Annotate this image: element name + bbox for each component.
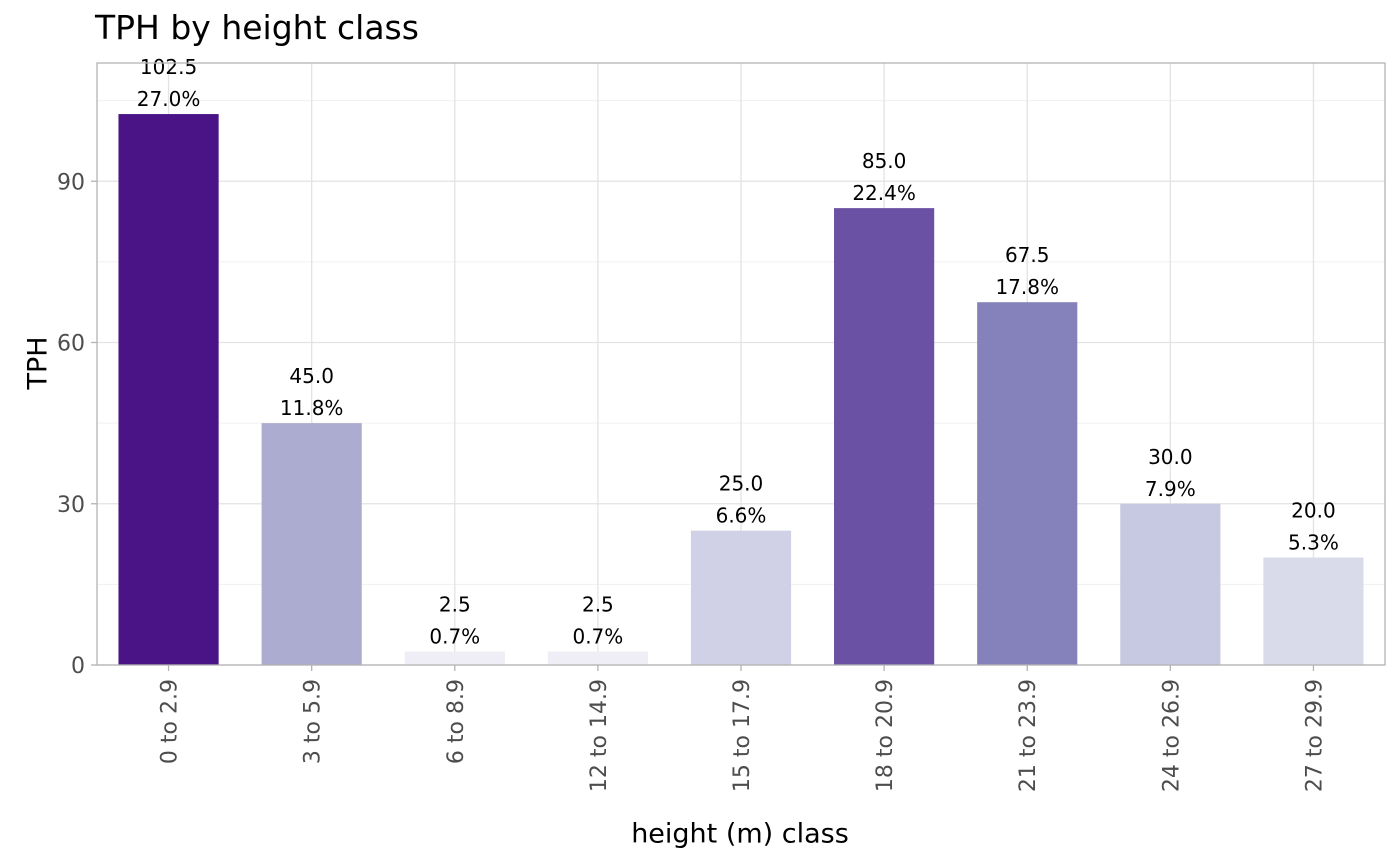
y-tick-label: 30 (57, 493, 85, 518)
data-label-percent: 5.3% (1288, 531, 1339, 555)
x-tick-label: 18 to 20.9 (873, 679, 898, 792)
data-label-value: 30.0 (1148, 445, 1193, 469)
x-axis-label: height (m) class (631, 818, 849, 850)
bar-6-to-8.9 (404, 651, 505, 665)
x-tick-label: 3 to 5.9 (301, 679, 326, 764)
bar-0-to-2.9 (118, 114, 219, 665)
x-tick-label: 24 to 26.9 (1159, 679, 1184, 792)
x-tick-label: 12 to 14.9 (587, 679, 612, 792)
bar-18-to-20.9 (834, 208, 935, 665)
data-label-percent: 17.8% (995, 275, 1059, 299)
bar-27-to-29.9 (1263, 557, 1364, 665)
y-tick-label: 60 (57, 332, 85, 357)
bar-12-to-14.9 (547, 651, 648, 665)
x-tick-label: 0 to 2.9 (158, 679, 183, 764)
bar-15-to-17.9 (690, 530, 792, 665)
data-label-value: 67.5 (1005, 243, 1050, 267)
data-label-percent: 22.4% (852, 181, 916, 205)
x-tick-label: 6 to 8.9 (444, 679, 469, 764)
y-tick-label: 0 (71, 654, 85, 679)
x-tick-label: 21 to 23.9 (1016, 679, 1041, 792)
x-tick-label: 27 to 29.9 (1302, 679, 1327, 792)
bar-21-to-23.9 (977, 302, 1078, 665)
data-label-percent: 27.0% (137, 87, 201, 111)
data-label-percent: 6.6% (716, 504, 767, 528)
data-label-percent: 11.8% (280, 396, 344, 420)
data-label-value: 85.0 (862, 149, 907, 173)
data-label-value: 45.0 (289, 364, 334, 388)
data-label-value: 20.0 (1291, 499, 1336, 523)
data-label-value: 2.5 (582, 593, 614, 617)
data-label-value: 25.0 (719, 472, 764, 496)
data-label-percent: 0.7% (429, 625, 480, 649)
data-label-value: 102.5 (140, 55, 197, 79)
y-tick-label: 90 (57, 170, 85, 195)
data-label-percent: 0.7% (572, 625, 623, 649)
chart-title: TPH by height class (95, 8, 419, 47)
bar-3-to-5.9 (261, 423, 362, 665)
data-label-percent: 7.9% (1145, 477, 1196, 501)
x-tick-label: 15 to 17.9 (730, 679, 755, 792)
bar-24-to-26.9 (1120, 503, 1221, 665)
data-label-value: 2.5 (439, 593, 471, 617)
